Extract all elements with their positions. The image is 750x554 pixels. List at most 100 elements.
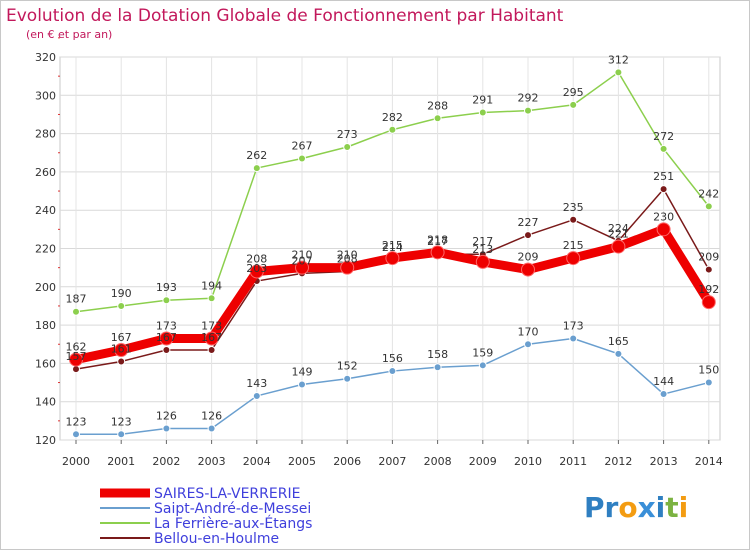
data-label: 242 bbox=[698, 187, 719, 200]
data-point bbox=[566, 251, 581, 266]
data-point bbox=[252, 391, 261, 400]
data-point bbox=[524, 106, 532, 115]
data-point bbox=[252, 164, 261, 173]
x-tick-label: 2001 bbox=[107, 455, 135, 468]
data-label: 173 bbox=[563, 320, 584, 333]
data-label: 291 bbox=[472, 94, 493, 107]
data-label: 267 bbox=[292, 139, 313, 152]
x-tick-label: 2008 bbox=[424, 455, 452, 468]
data-point bbox=[478, 108, 487, 117]
data-point bbox=[433, 363, 442, 372]
data-point bbox=[295, 260, 309, 275]
data-point bbox=[569, 100, 578, 109]
data-label: 210 bbox=[337, 249, 358, 262]
data-label: 207 bbox=[292, 254, 313, 267]
data-point bbox=[659, 390, 668, 399]
y-tick-label: 320 bbox=[35, 51, 56, 64]
data-label: 161 bbox=[111, 342, 132, 355]
x-tick-label: 2013 bbox=[650, 455, 678, 468]
legend-label: La Ferrière-aux-Étangs bbox=[154, 515, 312, 532]
x-tick-label: 2010 bbox=[514, 455, 542, 468]
data-label: 230 bbox=[653, 210, 674, 223]
data-label: 167 bbox=[111, 331, 132, 344]
data-point bbox=[524, 231, 532, 240]
data-label: 273 bbox=[337, 128, 358, 141]
data-point bbox=[343, 374, 352, 383]
proxiti-letter: r bbox=[605, 491, 619, 524]
data-point bbox=[614, 68, 623, 77]
axis-layer: 120 140 160 180 200 220 240 260 280 300 320 2000 200… bbox=[35, 37, 723, 468]
data-label: 123 bbox=[66, 415, 87, 428]
legend: SAIRES-LA-VERRERIESaipt-André-de-MesseiL… bbox=[100, 486, 312, 547]
data-label: 190 bbox=[111, 287, 132, 300]
data-label: 194 bbox=[201, 279, 222, 292]
chart-title: Evolution de la Dotation Globale de Fonc… bbox=[6, 6, 564, 26]
data-label: 149 bbox=[292, 365, 313, 378]
data-point bbox=[72, 307, 80, 316]
x-tick-label: 2014 bbox=[695, 455, 723, 468]
data-label: 215 bbox=[563, 239, 584, 252]
data-label: 209 bbox=[518, 251, 539, 264]
data-point bbox=[249, 264, 264, 279]
legend-label: Bellou-en-Houlme bbox=[154, 531, 279, 547]
data-point bbox=[656, 222, 671, 237]
data-label: 262 bbox=[246, 149, 267, 162]
data-label: 162 bbox=[66, 341, 87, 354]
data-point bbox=[162, 424, 171, 433]
data-label: 167 bbox=[156, 331, 177, 344]
data-label: 215 bbox=[382, 239, 403, 252]
data-label: 165 bbox=[608, 335, 629, 348]
x-tick-label: 2003 bbox=[198, 455, 226, 468]
data-label: 209 bbox=[698, 251, 719, 264]
x-tick-label: 2009 bbox=[469, 455, 497, 468]
data-label: 208 bbox=[337, 252, 358, 265]
y-tick-label: 280 bbox=[35, 128, 56, 141]
x-tick-label: 2002 bbox=[152, 455, 180, 468]
data-point bbox=[72, 430, 80, 439]
data-point bbox=[162, 296, 171, 305]
y-tick-label: 260 bbox=[35, 166, 56, 179]
data-label: 235 bbox=[563, 201, 584, 214]
data-label: 144 bbox=[653, 375, 674, 388]
data-label: 192 bbox=[698, 283, 719, 296]
data-label: 312 bbox=[608, 53, 629, 66]
data-point bbox=[207, 294, 216, 303]
data-point bbox=[72, 365, 80, 374]
data-point bbox=[114, 342, 129, 357]
data-point bbox=[388, 367, 397, 376]
data-label: 251 bbox=[653, 170, 674, 183]
data-label: 227 bbox=[518, 216, 539, 229]
y-tick-label: 180 bbox=[35, 319, 56, 332]
data-label: 156 bbox=[382, 352, 403, 365]
data-point bbox=[611, 239, 626, 254]
y-tick-label: 240 bbox=[35, 204, 56, 217]
data-point bbox=[69, 352, 83, 367]
data-label: 170 bbox=[518, 325, 539, 338]
data-label: 173 bbox=[156, 320, 177, 333]
data-point bbox=[659, 144, 668, 153]
data-label: 173 bbox=[201, 320, 222, 333]
data-label: 187 bbox=[66, 293, 87, 306]
data-label: 208 bbox=[246, 252, 267, 265]
data-point bbox=[159, 331, 174, 346]
data-label: 193 bbox=[156, 281, 177, 294]
data-point bbox=[117, 430, 126, 439]
x-tick-label: 2012 bbox=[604, 455, 632, 468]
y-tick-label: 300 bbox=[35, 89, 56, 102]
data-label: 158 bbox=[427, 348, 448, 361]
data-point bbox=[204, 331, 219, 346]
proxiti-letter: o bbox=[618, 491, 637, 524]
data-point bbox=[475, 254, 490, 269]
x-tick-label: 2000 bbox=[62, 455, 90, 468]
data-point bbox=[614, 349, 623, 358]
data-point bbox=[162, 345, 171, 354]
chart-subtitle: (en € et par an) bbox=[26, 28, 112, 41]
data-label: 224 bbox=[608, 222, 629, 235]
data-point bbox=[340, 260, 355, 275]
data-label: 221 bbox=[608, 228, 629, 241]
data-label: 272 bbox=[653, 130, 674, 143]
data-label: 217 bbox=[427, 235, 448, 248]
legend-label: Saipt-André-de-Messei bbox=[154, 501, 311, 517]
